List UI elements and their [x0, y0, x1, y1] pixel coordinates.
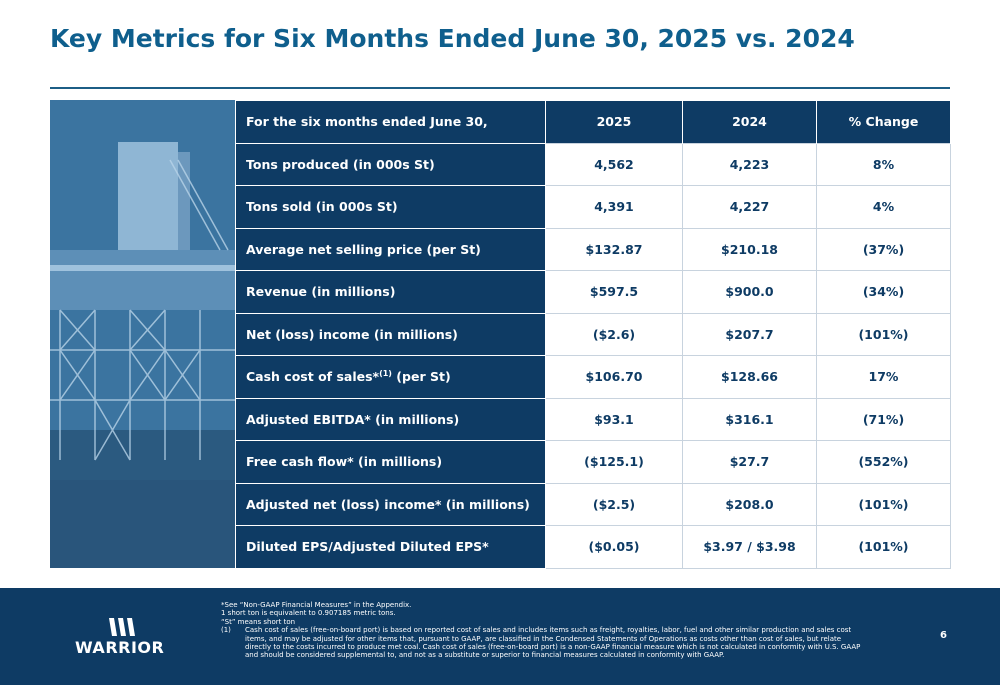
- table-row: Tons produced (in 000s St) 4,562 4,223 8…: [235, 142, 951, 186]
- row-label-text: Cash cost of sales*: [246, 369, 380, 385]
- header-change: % Change: [816, 100, 951, 143]
- warrior-logo: WARRIOR: [75, 618, 175, 658]
- row-label: Adjusted net (loss) income* (in millions…: [235, 482, 546, 526]
- table-row: Tons sold (in 000s St) 4,391 4,227 4%: [235, 185, 951, 229]
- key-metrics-table: For the six months ended June 30, 2025 2…: [235, 100, 951, 569]
- value-change: 17%: [816, 355, 951, 399]
- footnote-nongaap: *See “Non-GAAP Financial Measures” in th…: [221, 601, 412, 609]
- value-change: 4%: [816, 185, 951, 229]
- value-2025: 4,391: [545, 185, 683, 229]
- row-label: Free cash flow* (in millions): [235, 440, 546, 484]
- row-label: Revenue (in millions): [235, 270, 546, 314]
- row-label: Net (loss) income (in millions): [235, 312, 546, 356]
- table-row: Free cash flow* (in millions) ($125.1) $…: [235, 440, 951, 484]
- value-change: (37%): [816, 227, 951, 271]
- value-2025: $132.87: [545, 227, 683, 271]
- header-2024: 2024: [682, 100, 817, 143]
- value-change: (71%): [816, 397, 951, 441]
- value-change: (101%): [816, 312, 951, 356]
- value-2024: 4,227: [682, 185, 817, 229]
- value-2024: $210.18: [682, 227, 817, 271]
- value-change: (34%): [816, 270, 951, 314]
- value-2024: $316.1: [682, 397, 817, 441]
- footnote-1-marker: (1): [221, 626, 231, 635]
- value-2024: $900.0: [682, 270, 817, 314]
- footer-bar: WARRIOR *See “Non-GAAP Financial Measure…: [0, 588, 1000, 685]
- table-row: Cash cost of sales*(1) (per St) $106.70 …: [235, 355, 951, 399]
- value-change: (552%): [816, 440, 951, 484]
- row-label: Average net selling price (per St): [235, 227, 546, 271]
- title-divider: [50, 87, 950, 89]
- table-row: Adjusted net (loss) income* (in millions…: [235, 482, 951, 526]
- value-change: (101%): [816, 482, 951, 526]
- value-2024: 4,223: [682, 142, 817, 186]
- value-2025: 4,562: [545, 142, 683, 186]
- row-label: Tons produced (in 000s St): [235, 142, 546, 186]
- header-period: For the six months ended June 30,: [235, 100, 546, 143]
- footnote-st: “St” means short ton: [221, 617, 296, 626]
- footnote-ref: (1): [379, 369, 392, 379]
- row-label: Cash cost of sales*(1) (per St): [235, 355, 546, 399]
- warrior-logo-mark-icon: [109, 618, 135, 636]
- logo-wordmark: WARRIOR: [75, 638, 165, 657]
- value-2024: $128.66: [682, 355, 817, 399]
- value-change: 8%: [816, 142, 951, 186]
- row-label-suffix: (per St): [391, 369, 451, 385]
- table-row: Adjusted EBITDA* (in millions) $93.1 $31…: [235, 397, 951, 441]
- row-label: Diluted EPS/Adjusted Diluted EPS*: [235, 525, 546, 569]
- page-title: Key Metrics for Six Months Ended June 30…: [50, 24, 855, 53]
- value-2024: $27.7: [682, 440, 817, 484]
- value-change: (101%): [816, 525, 951, 569]
- header-2025: 2025: [545, 100, 683, 143]
- value-2024: $207.7: [682, 312, 817, 356]
- table-row: Revenue (in millions) $597.5 $900.0 (34%…: [235, 270, 951, 314]
- value-2025: ($2.6): [545, 312, 683, 356]
- footnote-short-ton: 1 short ton is equivalent to 0.907185 me…: [221, 609, 396, 618]
- value-2025: ($125.1): [545, 440, 683, 484]
- table-header-row: For the six months ended June 30, 2025 2…: [235, 100, 951, 143]
- footnotes: *See “Non-GAAP Financial Measures” in th…: [221, 601, 861, 660]
- row-label: Tons sold (in 000s St): [235, 185, 546, 229]
- table-row: Average net selling price (per St) $132.…: [235, 227, 951, 271]
- table-row: Net (loss) income (in millions) ($2.6) $…: [235, 312, 951, 356]
- page-number: 6: [940, 630, 947, 641]
- value-2025: $93.1: [545, 397, 683, 441]
- row-label: Adjusted EBITDA* (in millions): [235, 397, 546, 441]
- value-2025: $597.5: [545, 270, 683, 314]
- mining-facility-photo: [50, 100, 235, 568]
- value-2025: ($2.5): [545, 482, 683, 526]
- value-2025: $106.70: [545, 355, 683, 399]
- value-2024: $208.0: [682, 482, 817, 526]
- value-2024: $3.97 / $3.98: [682, 525, 817, 569]
- value-2025: ($0.05): [545, 525, 683, 569]
- footnote-1-text: Cash cost of sales (free-on-board port) …: [245, 626, 861, 660]
- footnote-1: (1) Cash cost of sales (free-on-board po…: [221, 626, 861, 660]
- table-row: Diluted EPS/Adjusted Diluted EPS* ($0.05…: [235, 525, 951, 569]
